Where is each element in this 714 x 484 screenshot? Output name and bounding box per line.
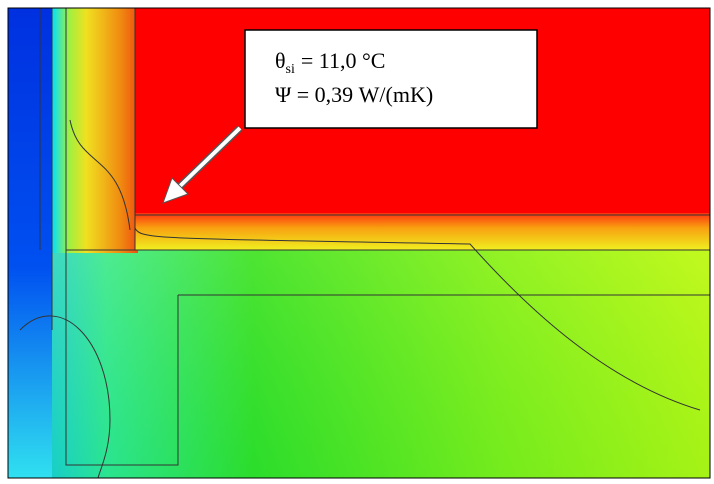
wall-gradient xyxy=(52,8,138,253)
value: = 11,0 °C xyxy=(301,48,386,73)
exterior-column xyxy=(8,8,52,478)
annotation: θsi = 11,0 °C Ψ = 0,39 W/(mK) xyxy=(245,30,537,128)
slab-edge xyxy=(135,213,710,250)
subscript: si xyxy=(286,62,295,77)
annotation-box xyxy=(245,30,537,128)
thermal-figure: θsi = 11,0 °C Ψ = 0,39 W/(mK) xyxy=(0,0,714,484)
symbol: θ xyxy=(275,48,286,73)
annotation-line2: Ψ = 0,39 W/(mK) xyxy=(275,82,433,107)
